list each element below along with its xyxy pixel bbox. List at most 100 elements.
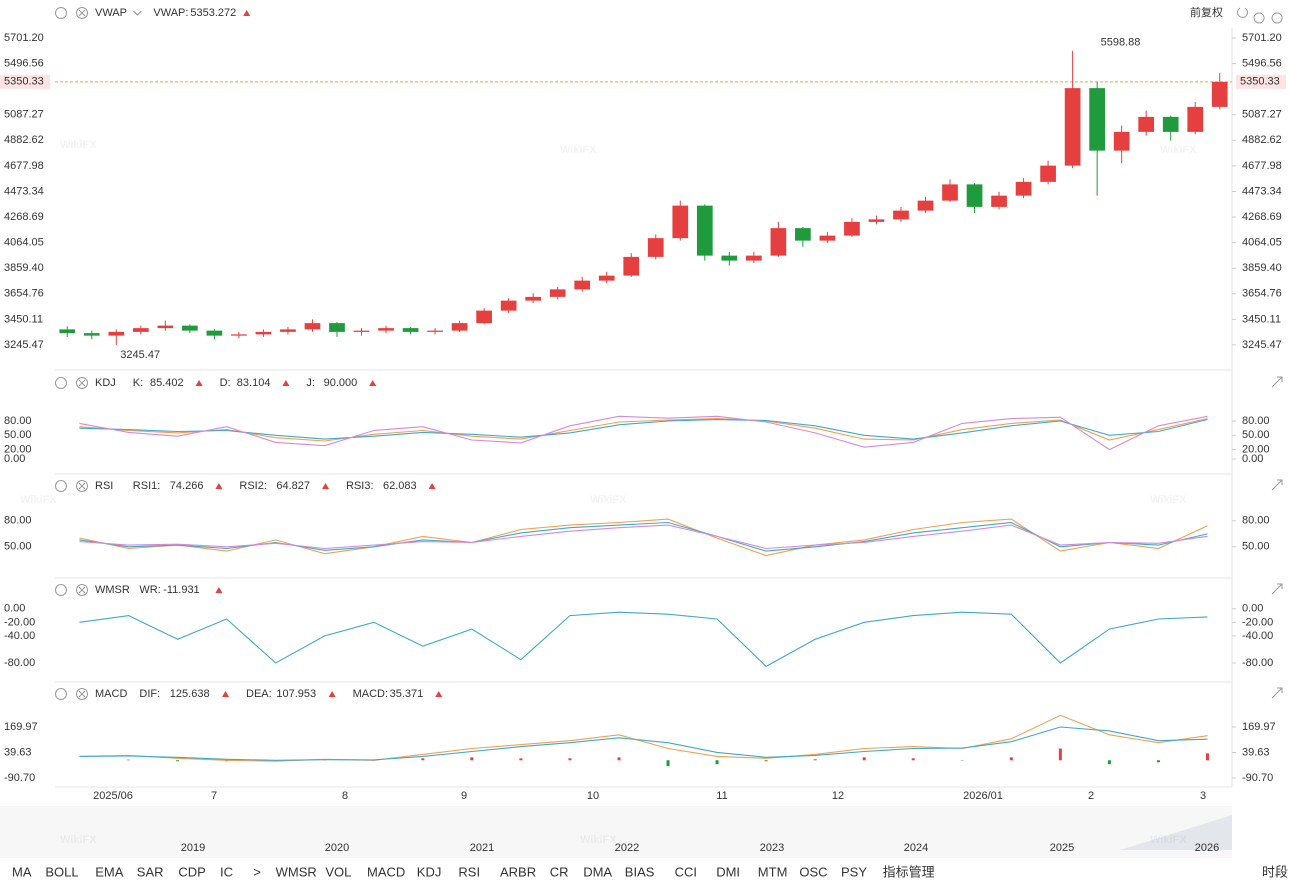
settings-icon[interactable] [55,480,67,492]
toolbar-item[interactable]: CCI [675,864,697,879]
watermark: WikiFX [60,139,97,151]
x-tick-label: 3 [1200,790,1206,802]
settings-icon[interactable] [55,377,67,389]
candle-body [1040,165,1056,182]
legend-value: 83.104 [237,377,271,389]
candle-body [574,280,591,290]
y-tick-label: 169.97 [4,721,38,733]
settings-icon[interactable] [55,7,67,19]
tool-icon[interactable] [1271,12,1283,24]
navigator[interactable] [0,806,1232,858]
toolbar-item[interactable]: IC [220,864,233,879]
toolbar-item[interactable]: MTM [758,864,788,879]
toolbar-item[interactable]: DMA [583,864,612,879]
toolbar-item[interactable]: ARBR [500,864,536,879]
candle-body [1113,131,1130,151]
candle-body [1162,116,1179,132]
expand-icon[interactable] [1271,479,1283,491]
toolbar-item[interactable]: KDJ [417,864,442,879]
timeline-year: 2025 [1050,842,1074,854]
watermark: WikiFX [1150,494,1187,506]
toolbar-item[interactable]: > [253,864,261,879]
settings-icon[interactable] [55,688,67,700]
legend-value: 125.638 [170,688,210,700]
panel-title: MACD [95,688,127,700]
legend-name: RSI3: [346,480,374,492]
separators [55,28,1233,788]
toolbar-item[interactable]: MACD [367,864,405,879]
y-tick-label: 80.00 [4,515,32,527]
toolbar-item[interactable]: CDP [178,864,205,879]
expand-icon[interactable] [1271,687,1283,699]
toolbar-item[interactable]: RSI [458,864,480,879]
up-arrow [282,380,290,386]
legend-name: DIF: [139,688,160,700]
y-tick-label-right: 50.00 [1242,541,1270,553]
legend-value: 107.953 [276,688,316,700]
indicator-line [79,415,1208,451]
tool-icon[interactable] [1253,12,1265,24]
y-tick-label-right: 20.00 [1242,443,1270,455]
up-arrow [243,10,251,16]
close-icon-x [78,379,86,387]
timeline-year: 2022 [615,842,639,854]
toolbar-item[interactable]: VOL [325,864,351,879]
toolbar-item[interactable]: MA [12,864,32,879]
indicator-line [79,417,1208,442]
legend-value: 85.402 [150,377,184,389]
last-price-box [1236,74,1286,89]
x-tick-label: 11 [716,790,727,802]
close-icon[interactable] [76,480,88,492]
toolbar-item[interactable]: 指标管理 [883,864,935,879]
up-arrow [328,691,336,697]
y-tick-label-right: 5701.20 [1242,32,1282,44]
timeline-year: 2021 [470,842,494,854]
close-icon[interactable] [76,584,88,596]
dropdown [133,10,142,16]
close-icon[interactable] [76,377,88,389]
candle-body [868,219,885,222]
y-tick-label-right: 4064.05 [1242,237,1282,249]
settings-icon[interactable] [55,584,67,596]
toolbar-item[interactable]: OSC [799,864,827,879]
candle-body [132,328,149,332]
y-tick-label: 0.00 [4,453,25,465]
expand-icon[interactable] [1271,376,1283,388]
toolbar-item[interactable]: EMA [95,864,124,879]
watermark: WikiFX [560,144,597,156]
period-button[interactable]: 时段 [1262,864,1288,879]
y-tick-label-right: 4882.62 [1242,134,1282,146]
y-tick-label-right: 3245.47 [1242,339,1282,351]
toolbar-item[interactable]: WMSR [276,864,317,879]
y-tick-label-right: -80.00 [1242,657,1273,669]
toolbar-item[interactable]: PSY [841,864,867,879]
expand-icon[interactable] [1271,583,1283,595]
tool-icon[interactable] [1237,7,1248,18]
close-icon[interactable] [76,7,88,19]
candle-body [696,205,713,256]
y-tick-label: 0.00 [4,603,25,615]
up-arrow [215,483,223,489]
candle-body [942,184,958,201]
toolbar-item[interactable]: BIAS [625,864,655,879]
y-tick-label: 20.00 [4,443,32,455]
legend-name: RSI2: [239,480,267,492]
legend-name: K: [133,377,143,389]
up-arrow [195,380,203,386]
indicator-line [79,726,1208,761]
toolbar-item[interactable]: SAR [137,864,164,879]
y-tick-label: -20.00 [4,616,35,628]
candle-body [1015,181,1032,196]
candle-body [182,325,198,331]
close-icon[interactable] [76,688,88,700]
up-arrow [428,483,436,489]
candle-body [451,323,468,331]
y-tick-label: 4473.34 [4,185,44,197]
y-tick-label-right: 4268.69 [1242,211,1282,223]
adjust-mode[interactable]: 前复权 [1190,5,1223,19]
toolbar-item[interactable]: CR [550,864,569,879]
toolbar-item[interactable]: DMI [716,864,740,879]
legend-value: 35.371 [390,688,424,700]
candle-body [672,205,689,239]
toolbar-item[interactable]: BOLL [45,864,78,879]
